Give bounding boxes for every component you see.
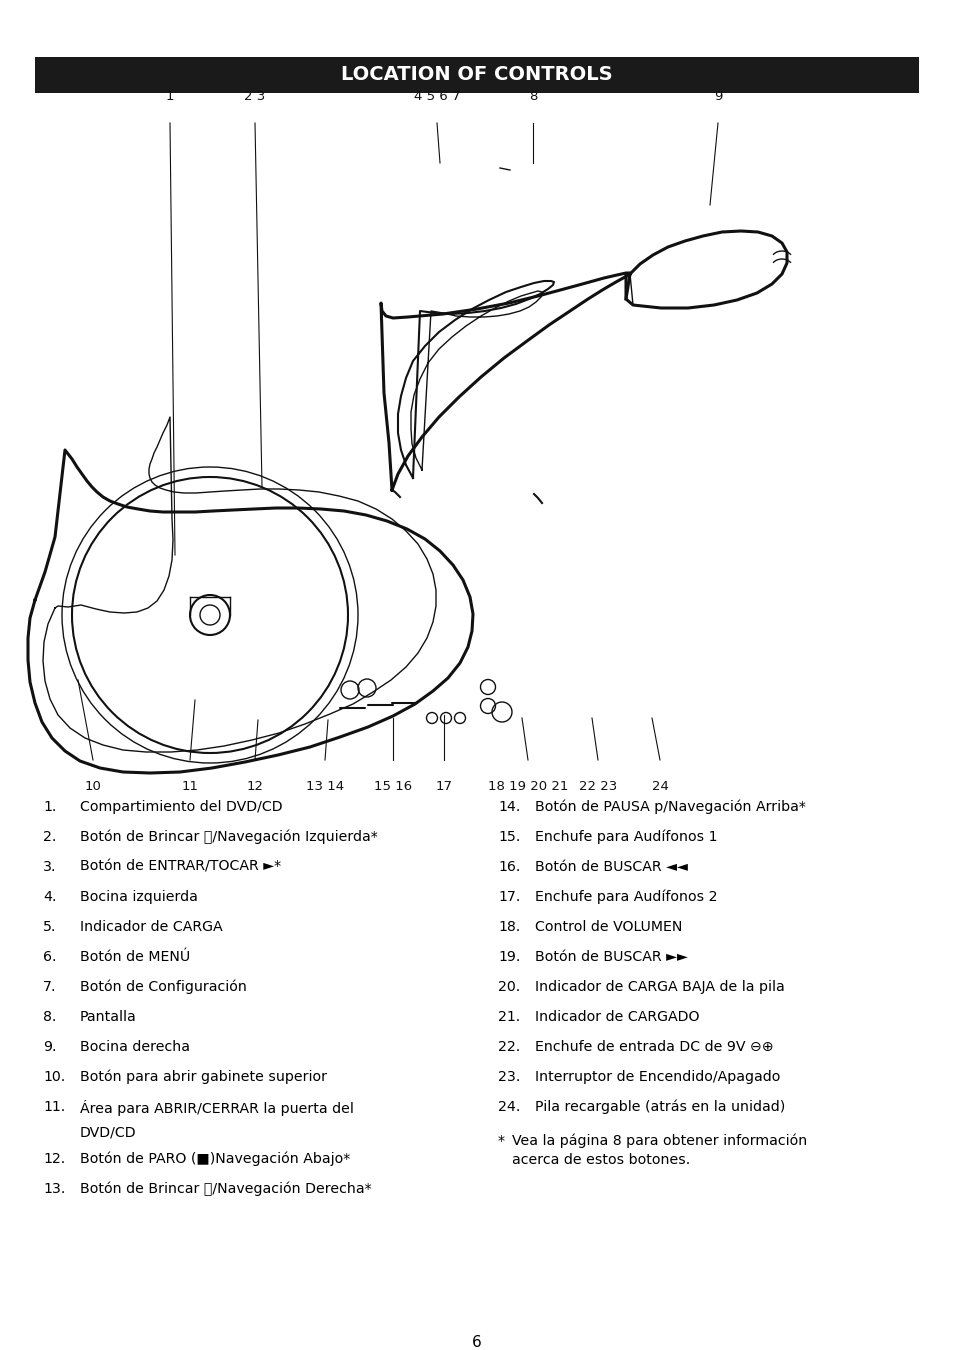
Text: 11.: 11.	[43, 1100, 65, 1114]
Text: 20.: 20.	[497, 980, 519, 994]
Text: Indicador de CARGA BAJA de la pila: Indicador de CARGA BAJA de la pila	[535, 980, 784, 994]
Text: Vea la página 8 para obtener información
acerca de estos botones.: Vea la página 8 para obtener información…	[512, 1134, 806, 1166]
Text: 10: 10	[85, 780, 101, 792]
Text: 22 23: 22 23	[578, 780, 617, 792]
Text: Enchufe para Audífonos 1: Enchufe para Audífonos 1	[535, 830, 717, 845]
Text: 24: 24	[651, 780, 668, 792]
Text: Pantalla: Pantalla	[80, 1010, 136, 1025]
Text: Botón de BUSCAR ◄◄: Botón de BUSCAR ◄◄	[535, 860, 687, 873]
Text: Botón de BUSCAR ►►: Botón de BUSCAR ►►	[535, 950, 687, 964]
Text: 18 19 20 21: 18 19 20 21	[487, 780, 568, 792]
Text: Indicador de CARGADO: Indicador de CARGADO	[535, 1010, 699, 1025]
Text: Pila recargable (atrás en la unidad): Pila recargable (atrás en la unidad)	[535, 1100, 784, 1115]
Text: 14.: 14.	[497, 801, 519, 814]
Text: Indicador de CARGA: Indicador de CARGA	[80, 919, 222, 934]
Text: 3.: 3.	[43, 860, 56, 873]
Text: 17.: 17.	[497, 890, 519, 905]
Text: 15.: 15.	[497, 830, 519, 844]
Text: 16.: 16.	[497, 860, 519, 873]
Text: *: *	[497, 1134, 504, 1148]
Text: 22.: 22.	[497, 1040, 519, 1054]
Text: 4 5 6 7: 4 5 6 7	[414, 90, 459, 103]
Text: 6: 6	[472, 1335, 481, 1350]
Text: Botón de PARO (■)Navegación Abajo*: Botón de PARO (■)Navegación Abajo*	[80, 1152, 350, 1166]
Text: 8: 8	[528, 90, 537, 103]
Text: 13.: 13.	[43, 1183, 66, 1196]
Text: 11: 11	[181, 780, 198, 792]
Text: Botón de ENTRAR/TOCAR ►*: Botón de ENTRAR/TOCAR ►*	[80, 860, 281, 873]
Text: Enchufe de entrada DC de 9V ⊖⊕: Enchufe de entrada DC de 9V ⊖⊕	[535, 1040, 773, 1054]
Text: DVD/CD: DVD/CD	[80, 1126, 136, 1139]
Text: 1: 1	[166, 90, 174, 103]
Text: 8.: 8.	[43, 1010, 56, 1025]
Text: 4.: 4.	[43, 890, 56, 905]
Text: 1.: 1.	[43, 801, 56, 814]
Text: Botón de Brincar ⏮/Navegación Izquierda*: Botón de Brincar ⏮/Navegación Izquierda*	[80, 830, 377, 845]
Text: 19.: 19.	[497, 950, 519, 964]
Text: 15 16: 15 16	[374, 780, 412, 792]
Text: 13 14: 13 14	[306, 780, 344, 792]
Text: Interruptor de Encendido/Apagado: Interruptor de Encendido/Apagado	[535, 1071, 780, 1084]
Text: 9: 9	[713, 90, 721, 103]
Text: Compartimiento del DVD/CD: Compartimiento del DVD/CD	[80, 801, 282, 814]
Text: 5.: 5.	[43, 919, 56, 934]
Text: 18.: 18.	[497, 919, 519, 934]
Text: 6.: 6.	[43, 950, 56, 964]
Text: Botón de Brincar ⏭/Navegación Derecha*: Botón de Brincar ⏭/Navegación Derecha*	[80, 1183, 372, 1196]
Text: 12.: 12.	[43, 1152, 65, 1166]
Text: 10.: 10.	[43, 1071, 65, 1084]
Text: 23.: 23.	[497, 1071, 519, 1084]
Text: LOCATION OF CONTROLS: LOCATION OF CONTROLS	[341, 66, 612, 85]
Text: Enchufe para Audífonos 2: Enchufe para Audífonos 2	[535, 890, 717, 905]
Text: 9.: 9.	[43, 1040, 56, 1054]
Text: 12: 12	[246, 780, 263, 792]
Text: Bocina derecha: Bocina derecha	[80, 1040, 190, 1054]
Text: 2 3: 2 3	[244, 90, 265, 103]
Text: 7.: 7.	[43, 980, 56, 994]
Text: 21.: 21.	[497, 1010, 519, 1025]
Text: 2.: 2.	[43, 830, 56, 844]
Text: Bocina izquierda: Bocina izquierda	[80, 890, 197, 905]
Text: Botón de Configuración: Botón de Configuración	[80, 980, 247, 995]
Text: Área para ABRIR/CERRAR la puerta del: Área para ABRIR/CERRAR la puerta del	[80, 1100, 354, 1116]
Text: 24.: 24.	[497, 1100, 519, 1114]
Text: Control de VOLUMEN: Control de VOLUMEN	[535, 919, 681, 934]
Text: Botón de MENÚ: Botón de MENÚ	[80, 950, 190, 964]
Text: 17: 17	[435, 780, 452, 792]
Text: Botón para abrir gabinete superior: Botón para abrir gabinete superior	[80, 1071, 327, 1084]
Text: Botón de PAUSA p/Navegación Arriba*: Botón de PAUSA p/Navegación Arriba*	[535, 801, 805, 814]
Bar	[35, 57, 918, 93]
